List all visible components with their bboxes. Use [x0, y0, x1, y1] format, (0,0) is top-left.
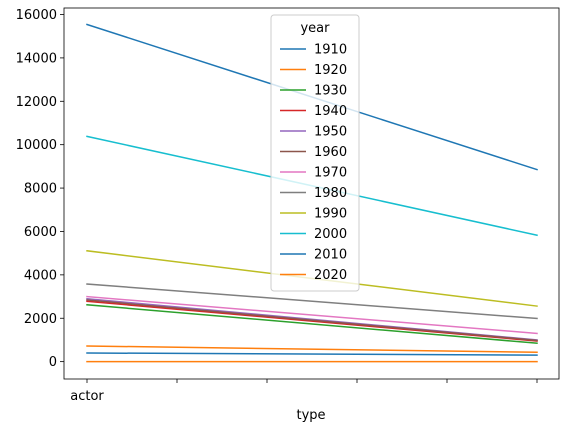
legend-label-1930: 1930 [314, 84, 347, 99]
x-axis-ticks: actor [70, 379, 538, 404]
series-line-2010 [86, 352, 538, 356]
y-tick-label: 16000 [16, 8, 57, 23]
legend-title: year [300, 21, 330, 36]
legend-label-1990: 1990 [314, 207, 347, 222]
y-tick-label: 2000 [24, 312, 57, 327]
legend-label-2020: 2020 [314, 268, 347, 283]
series-line-1970 [86, 295, 538, 335]
y-tick-label: 10000 [16, 138, 57, 153]
legend-label-1920: 1920 [314, 63, 347, 78]
series-line-2020 [86, 345, 538, 354]
legend-label-1970: 1970 [314, 166, 347, 181]
legend-label-1940: 1940 [314, 104, 347, 119]
legend-frame [270, 14, 360, 292]
y-tick-label: 8000 [24, 182, 57, 197]
x-tick-label: actor [70, 389, 104, 404]
y-tick-label: 4000 [24, 268, 57, 283]
y-tick-label: 0 [49, 355, 57, 370]
series-line-1980 [86, 283, 538, 320]
legend-label-2000: 2000 [314, 227, 347, 242]
y-tick-label: 6000 [24, 225, 57, 240]
y-tick-label: 12000 [16, 95, 57, 110]
legend-label-1910: 1910 [314, 43, 347, 58]
legend-label-2010: 2010 [314, 248, 347, 263]
legend: year 1910 1920 1930 1940 1950 1960 1970 1980 199… [270, 14, 360, 292]
legend-entries: 1910 1920 1930 1940 1950 1960 1970 1980 1990 2000… [280, 43, 347, 283]
legend-label-1950: 1950 [314, 125, 347, 140]
series-line-1960 [86, 299, 538, 342]
y-axis-ticks: 0 2000 4000 6000 8000 10000 12000 14000 16000 [16, 8, 64, 370]
series-line-1930 [86, 303, 538, 345]
x-axis-label: type [296, 408, 325, 423]
legend-label-1980: 1980 [314, 186, 347, 201]
legend-label-1960: 1960 [314, 145, 347, 160]
y-tick-label: 14000 [16, 51, 57, 66]
